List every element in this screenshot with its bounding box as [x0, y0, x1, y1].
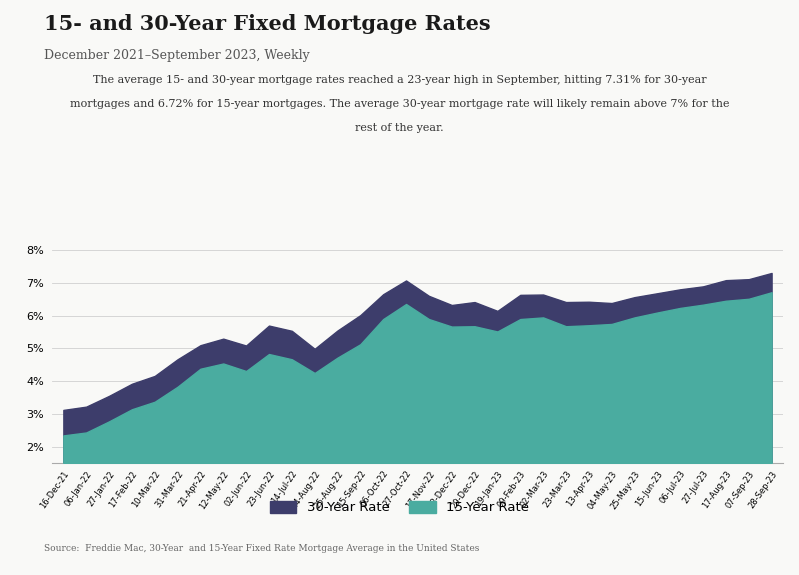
Text: mortgages and 6.72% for 15-year mortgages. The average 30-year mortgage rate wil: mortgages and 6.72% for 15-year mortgage… — [70, 99, 729, 109]
Text: rest of the year.: rest of the year. — [356, 123, 443, 133]
Text: Source:  Freddie Mac, 30-Year  and 15-Year Fixed Rate Mortgage Average in the Un: Source: Freddie Mac, 30-Year and 15-Year… — [44, 544, 479, 553]
Text: 15- and 30-Year Fixed Mortgage Rates: 15- and 30-Year Fixed Mortgage Rates — [44, 14, 491, 34]
Legend: 30-Year Rate, 15-Year Rate: 30-Year Rate, 15-Year Rate — [264, 496, 535, 520]
Text: The average 15- and 30-year mortgage rates reached a 23-year high in September, : The average 15- and 30-year mortgage rat… — [93, 75, 706, 85]
Text: December 2021–September 2023, Weekly: December 2021–September 2023, Weekly — [44, 49, 310, 62]
